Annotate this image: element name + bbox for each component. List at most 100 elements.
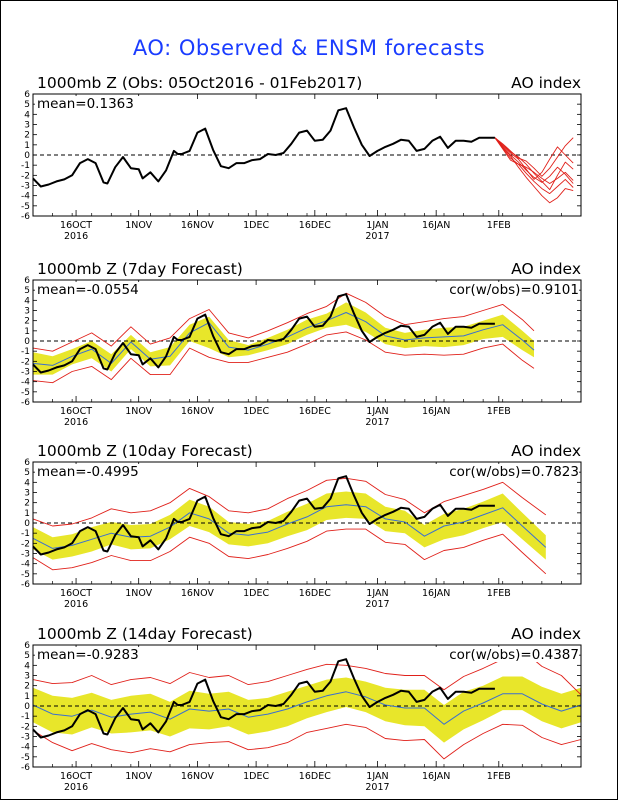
y-tick-label: 1 — [24, 692, 30, 702]
y-tick-label: 2 — [24, 131, 30, 141]
y-tick-label: -2 — [21, 722, 30, 732]
correlation-label-box — [419, 647, 579, 662]
y-tick-label: -2 — [21, 357, 30, 367]
x-tick-label: 1FEB — [487, 220, 511, 231]
y-tick-label: -1 — [21, 712, 30, 722]
ensemble-member-line-6 — [494, 137, 574, 191]
y-tick-label: -1 — [21, 347, 30, 357]
y-tick-label: -2 — [21, 539, 30, 549]
y-tick-label: 6 — [24, 276, 30, 286]
forecast-upper-line — [32, 477, 547, 527]
observed-ao-line — [32, 475, 495, 556]
y-tick-label: 6 — [24, 458, 30, 468]
x-tick-label: 1DEC — [243, 220, 269, 231]
x-tick-year-label: 2016 — [64, 599, 88, 610]
figure-title: AO: Observed & ENSM forecasts — [132, 36, 486, 60]
x-tick-label: 16OCT — [60, 588, 92, 599]
correlation-label: cor(w/obs)=0.4387 — [449, 647, 579, 663]
x-tick-year-label: 2017 — [365, 417, 389, 428]
x-tick-label: 1JAN — [366, 406, 388, 417]
forecast-upper-line — [32, 292, 535, 352]
x-tick-label: 16NOV — [181, 406, 215, 417]
mean-label: mean=0.1363 — [37, 96, 134, 112]
y-tick-label: 1 — [24, 141, 30, 151]
y-tick-label: 5 — [24, 100, 30, 110]
y-tick-label: -3 — [21, 368, 30, 378]
x-tick-label: 1NOV — [125, 588, 152, 599]
x-tick-year-label: 2016 — [64, 231, 88, 242]
panel-heading: 1000mb Z (10day Forecast) — [37, 442, 253, 460]
y-tick-label: 2 — [24, 682, 30, 692]
mean-label: mean=-0.9283 — [37, 647, 139, 663]
x-tick-label: 16NOV — [181, 220, 215, 231]
y-tick-label: -6 — [21, 398, 30, 408]
mean-label-box — [35, 647, 143, 662]
y-tick-label: 1 — [24, 327, 30, 337]
x-tick-label: 16JAN — [422, 220, 450, 231]
y-tick-label: -4 — [21, 743, 30, 753]
y-tick-label: -3 — [21, 733, 30, 743]
y-tick-label: -3 — [21, 182, 30, 192]
y-tick-label: 3 — [24, 489, 30, 499]
y-tick-label: -1 — [21, 529, 30, 539]
panel-heading: 1000mb Z (7day Forecast) — [37, 260, 243, 278]
y-tick-label: -4 — [21, 192, 30, 202]
observed-ao-line — [32, 293, 495, 374]
ensemble-member-line-7 — [494, 137, 574, 184]
mean-label: mean=-0.4995 — [37, 464, 139, 480]
panel-heading: 1000mb Z (Obs: 05Oct2016 - 01Feb2017) — [37, 74, 362, 92]
panel-index-label: AO index — [511, 74, 581, 92]
x-tick-year-label: 2016 — [64, 417, 88, 428]
forecast-mean-line — [32, 504, 547, 549]
ensemble-member-line-1 — [494, 137, 574, 204]
y-tick-label: -4 — [21, 560, 30, 570]
x-tick-label: 1NOV — [125, 771, 152, 782]
mean-label-box — [35, 282, 143, 297]
x-tick-label: 1DEC — [243, 406, 269, 417]
mean-label: mean=-0.0554 — [37, 282, 139, 298]
x-tick-label: 1FEB — [487, 588, 511, 599]
y-tick-label: -1 — [21, 161, 30, 171]
y-tick-label: -4 — [21, 378, 30, 388]
ensemble-member-line-4 — [494, 137, 574, 195]
panel-index-label: AO index — [511, 442, 581, 460]
x-tick-label: 1DEC — [243, 588, 269, 599]
correlation-label: cor(w/obs)=0.7823 — [449, 464, 579, 480]
x-tick-label: 16DEC — [299, 771, 331, 782]
y-tick-label: -5 — [21, 753, 30, 763]
ensemble-member-line-2 — [494, 137, 574, 177]
y-tick-label: 5 — [24, 286, 30, 296]
panel-index-label: AO index — [511, 625, 581, 643]
x-tick-label: 16DEC — [299, 220, 331, 231]
x-tick-year-label: 2017 — [365, 782, 389, 793]
y-tick-label: 6 — [24, 641, 30, 651]
mean-label-box — [35, 96, 143, 111]
forecast-spread-band — [33, 676, 581, 743]
correlation-label: cor(w/obs)=0.9101 — [449, 282, 579, 298]
x-tick-label: 1FEB — [487, 771, 511, 782]
y-tick-label: -5 — [21, 388, 30, 398]
y-tick-label: 0 — [24, 702, 30, 712]
observed-ao-line — [32, 658, 495, 739]
x-tick-label: 16JAN — [422, 588, 450, 599]
y-tick-label: 4 — [24, 296, 30, 306]
y-tick-label: 5 — [24, 468, 30, 478]
x-tick-label: 16OCT — [60, 406, 92, 417]
correlation-label-box — [419, 282, 579, 297]
y-tick-label: 2 — [24, 317, 30, 327]
chart-panel-2: 1000mb Z (7day Forecast) AO index6543210-… — [21, 260, 582, 428]
x-tick-label: 16JAN — [422, 771, 450, 782]
y-tick-label: -6 — [21, 763, 30, 773]
y-tick-label: -3 — [21, 550, 30, 560]
y-tick-label: -5 — [21, 570, 30, 580]
x-tick-label: 1JAN — [366, 588, 388, 599]
x-tick-label: 16NOV — [181, 588, 215, 599]
y-tick-label: 5 — [24, 651, 30, 661]
y-tick-label: 4 — [24, 661, 30, 671]
y-tick-label: 0 — [24, 151, 30, 161]
y-tick-label: -2 — [21, 171, 30, 181]
y-tick-label: 4 — [24, 478, 30, 488]
mean-label-box — [35, 464, 143, 479]
x-tick-label: 16OCT — [60, 220, 92, 231]
